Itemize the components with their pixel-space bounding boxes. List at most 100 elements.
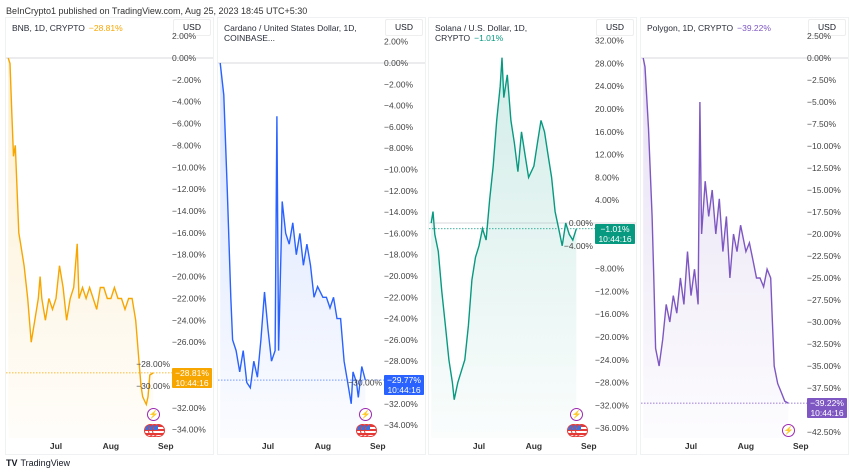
y-tick-label: −36.00% xyxy=(595,423,629,433)
y-tick-label: 16.00% xyxy=(595,127,624,137)
y-tick-label: −2.00% xyxy=(172,75,202,85)
x-tick-label: Jul xyxy=(262,441,274,451)
last-price-tag: −28.81% 10:44:16 xyxy=(172,367,212,388)
change-percent: −28.81% xyxy=(88,23,123,33)
y-tick-label: 8.00% xyxy=(595,172,620,182)
us-flag-event-icon[interactable] xyxy=(152,424,166,437)
tradingview-logo-icon: TV xyxy=(6,458,18,468)
area-fill xyxy=(8,58,154,438)
y-tick-label: −28.00% xyxy=(595,378,629,388)
y-tick-label: −16.00% xyxy=(384,228,418,238)
y-tick-label: −34.00% xyxy=(172,425,206,435)
last-price-value: −39.22% xyxy=(810,398,844,409)
bar-countdown: 10:44:16 xyxy=(175,377,209,388)
us-flag-event-icon[interactable] xyxy=(575,424,589,437)
symbol-title: Solana / U.S. Dollar, 1D, CRYPTO xyxy=(435,23,528,43)
currency-button[interactable]: USD xyxy=(385,19,423,36)
x-tick-label: Jul xyxy=(685,441,697,451)
x-tick-label: Aug xyxy=(526,441,543,451)
y-tick-label: −20.00% xyxy=(807,229,841,239)
y-tick-label: −22.00% xyxy=(384,292,418,302)
y-tick-label: −32.00% xyxy=(172,403,206,413)
currency-button[interactable]: USD xyxy=(808,19,846,36)
y-tick-label: −20.00% xyxy=(172,272,206,282)
y-tick-label: −16.00% xyxy=(595,309,629,319)
chart-legend: Solana / U.S. Dollar, 1D, CRYPTO −1.01% xyxy=(435,23,591,43)
y-tick-label: 12.00% xyxy=(595,150,624,160)
y-tick-label: −8.00% xyxy=(384,143,414,153)
y-tick-label: 32.00% xyxy=(595,36,624,46)
us-flag-event-icon[interactable] xyxy=(364,424,378,437)
bar-countdown: 10:44:16 xyxy=(387,385,421,396)
currency-button[interactable]: USD xyxy=(173,19,211,36)
symbol-title: Cardano / United States Dollar, 1D, COIN… xyxy=(224,23,357,43)
y-tick-label: −20.00% xyxy=(595,332,629,342)
series-line xyxy=(7,57,154,407)
y-tick-label: 24.00% xyxy=(595,81,624,91)
series-line xyxy=(219,62,366,404)
y-tick-label: −4.00% xyxy=(564,241,594,251)
y-tick-label: −2.00% xyxy=(384,79,414,89)
y-tick-label: −6.00% xyxy=(384,122,414,132)
y-tick-label: 2.00% xyxy=(384,37,409,47)
y-tick-label: −26.00% xyxy=(384,335,418,345)
y-tick-label: −10.00% xyxy=(807,141,841,151)
x-tick-label: Aug xyxy=(315,441,332,451)
y-tick-label: −27.50% xyxy=(807,295,841,305)
last-price-value: −29.77% xyxy=(387,375,421,386)
y-tick-label: −4.00% xyxy=(172,97,202,107)
lightning-event-icon[interactable]: ⚡ xyxy=(782,424,796,437)
y-tick-label: −12.00% xyxy=(595,286,629,296)
lightning-event-icon[interactable]: ⚡ xyxy=(147,408,161,421)
chart-legend: Polygon, 1D, CRYPTO −39.22% xyxy=(647,23,771,33)
y-tick-label: −14.00% xyxy=(172,206,206,216)
y-tick-label: −18.00% xyxy=(384,250,418,260)
bar-countdown: 10:44:16 xyxy=(810,408,844,419)
x-tick-label: Jul xyxy=(473,441,485,451)
y-tick-label: −8.00% xyxy=(172,140,202,150)
y-tick-label: 0.00% xyxy=(569,218,594,228)
y-tick-label: −24.00% xyxy=(172,315,206,325)
x-tick-label: Sep xyxy=(581,441,597,451)
chart-panel-3[interactable]: Polygon, 1D, CRYPTO −39.22% USD 2.50% 0.00%… xyxy=(640,17,849,455)
chart-panel-2[interactable]: Solana / U.S. Dollar, 1D, CRYPTO −1.01% U… xyxy=(428,17,637,455)
y-tick-label: −4.00% xyxy=(384,101,414,111)
last-price-tag: −39.22% 10:44:16 xyxy=(807,398,847,419)
y-tick-label: −32.00% xyxy=(384,399,418,409)
change-percent: −1.01% xyxy=(474,33,504,43)
y-tick-label: −22.00% xyxy=(172,293,206,303)
y-tick-label: −5.00% xyxy=(807,97,837,107)
bar-countdown: 10:44:16 xyxy=(598,233,632,244)
chart-legend: BNB, 1D, CRYPTO −28.81% xyxy=(12,23,123,33)
price-chart[interactable]: 32.00% 28.00% 24.00% 20.00% 16.00% 12.00% 8.00… xyxy=(429,18,637,455)
y-tick-label: 2.00% xyxy=(172,31,197,41)
x-tick-label: Aug xyxy=(738,441,755,451)
chart-panel-1[interactable]: Cardano / United States Dollar, 1D, COIN… xyxy=(217,17,426,455)
y-tick-label: −32.00% xyxy=(595,400,629,410)
currency-button[interactable]: USD xyxy=(596,19,634,36)
last-price-tag: −1.01% 10:44:16 xyxy=(595,223,635,244)
y-tick-label: −18.00% xyxy=(172,250,206,260)
y-tick-label: −20.00% xyxy=(384,271,418,281)
tradingview-logo[interactable]: TV TradingView xyxy=(6,458,70,468)
y-tick-label: −22.50% xyxy=(807,251,841,261)
lightning-event-icon[interactable]: ⚡ xyxy=(359,408,373,421)
y-tick-label: −35.00% xyxy=(807,361,841,371)
y-tick-label: −10.00% xyxy=(384,165,418,175)
lightning-event-icon[interactable]: ⚡ xyxy=(570,408,584,421)
y-tick-label: −28.00% xyxy=(384,356,418,366)
series-line xyxy=(430,57,577,400)
price-chart[interactable]: 2.00% 0.00% −2.00% −4.00% −6.00% −8.00% −10.00… xyxy=(6,18,214,455)
x-tick-label: Aug xyxy=(103,441,120,451)
area-fill xyxy=(643,58,789,438)
area-fill xyxy=(220,63,366,438)
publisher-line: BeInCrypto1 published on TradingView.com… xyxy=(6,6,308,16)
y-tick-label: −15.00% xyxy=(807,185,841,195)
price-chart[interactable]: 2.50% 0.00% −2.50% −5.00% −7.50% −10.00% −12.5… xyxy=(641,18,849,455)
y-tick-label: −14.00% xyxy=(384,207,418,217)
footer-brand: TradingView xyxy=(20,458,71,468)
chart-panel-0[interactable]: BNB, 1D, CRYPTO −28.81% USD 2.00% 0.00% −2.0… xyxy=(5,17,214,455)
y-tick-label: −30.00% xyxy=(348,378,382,388)
price-chart[interactable]: 2.00% 0.00% −2.00% −4.00% −6.00% −8.00% −10.00… xyxy=(218,18,426,455)
series-line xyxy=(642,57,789,404)
